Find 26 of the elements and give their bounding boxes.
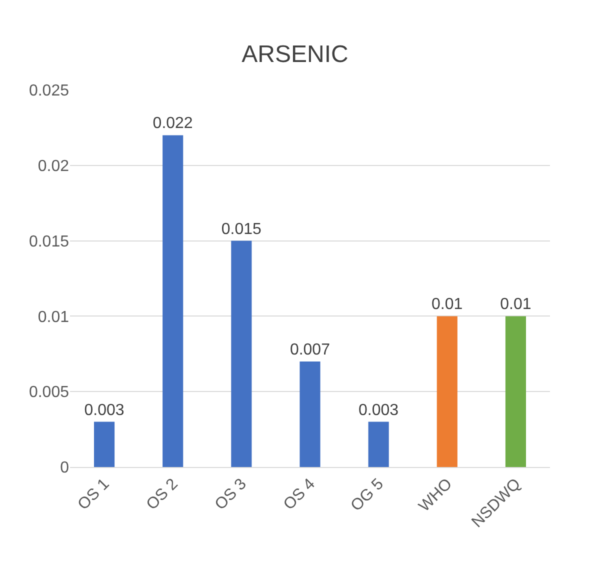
x-tick-label: OS 3 [212, 476, 250, 514]
bar [300, 361, 320, 467]
y-tick-label: 0.01 [38, 308, 70, 326]
data-label: 0.003 [84, 402, 124, 419]
bar [505, 316, 526, 467]
x-tick-label: OS 2 [144, 476, 182, 514]
x-tick-label: OG 5 [348, 476, 388, 515]
x-tick-label: OS 4 [280, 476, 319, 514]
chart-title: ARSENIC [242, 41, 348, 68]
data-label: 0.007 [290, 341, 330, 358]
y-tick-label: 0 [60, 460, 70, 477]
bar [231, 240, 252, 467]
data-label: 0.01 [500, 296, 532, 314]
bar [368, 422, 389, 467]
bar [94, 422, 115, 467]
y-tick-label: 0.025 [28, 82, 70, 100]
y-tick-label: 0.02 [38, 158, 70, 175]
data-label: 0.003 [358, 402, 399, 419]
y-tick-label: 0.015 [28, 233, 70, 250]
data-label: 0.015 [221, 220, 262, 238]
x-tick-label: OS 1 [74, 476, 113, 514]
bar [162, 135, 184, 467]
data-label: 0.01 [432, 296, 463, 314]
bar [436, 316, 458, 467]
data-label: 0.022 [152, 115, 193, 132]
y-tick-label: 0.005 [28, 384, 70, 402]
